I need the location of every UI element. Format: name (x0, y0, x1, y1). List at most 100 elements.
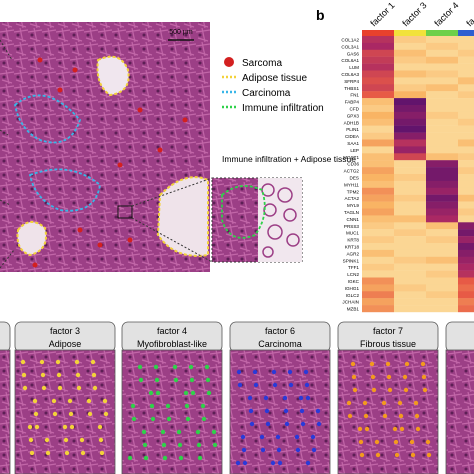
spot (346, 400, 352, 406)
factor-color-bar (362, 30, 394, 36)
spot (189, 377, 195, 383)
spot (130, 403, 136, 409)
spot (284, 421, 290, 427)
heatmap-cell (458, 153, 474, 161)
heatmap-cell (362, 201, 394, 209)
gene-label: KRT18 (345, 245, 360, 250)
heatmap-cell (426, 263, 458, 271)
spot (420, 361, 426, 367)
heatmap-cell (458, 42, 474, 50)
gene-label: IGLC2 (346, 293, 360, 298)
heatmap-cell (458, 111, 474, 119)
spot (55, 359, 61, 365)
heatmap-cell (426, 187, 458, 195)
spot (399, 426, 405, 432)
heatmap-cell (458, 77, 474, 85)
spot (64, 450, 70, 456)
spot (87, 411, 93, 417)
heatmap-cell (362, 305, 394, 313)
spot (160, 429, 166, 435)
heatmap-cell (362, 249, 394, 257)
heatmap-cell (458, 222, 474, 230)
heatmap-cell (394, 125, 426, 133)
spot (299, 408, 305, 414)
heatmap-cell (394, 36, 426, 44)
heatmap-cell (362, 56, 394, 64)
heatmap-cell (426, 201, 458, 209)
spot (127, 455, 133, 461)
heatmap-cell (362, 98, 394, 106)
panel-factor: factor 6 (265, 326, 295, 336)
heatmap-cell (362, 229, 394, 237)
heatmap-cell (394, 208, 426, 216)
heatmap-cell (394, 98, 426, 106)
heatmap-cell (426, 222, 458, 230)
heatmap-cell (362, 139, 394, 147)
leader-lines (0, 39, 15, 269)
gene-label: ACTA2 (345, 196, 360, 201)
leader-lines (131, 177, 213, 263)
heatmap-cell (458, 194, 474, 202)
heatmap-cell (394, 167, 426, 175)
heatmap-cell (426, 167, 458, 175)
spot (56, 372, 62, 378)
heatmap-cell (426, 194, 458, 202)
heatmap-cell (458, 49, 474, 57)
heatmap-cell (458, 215, 474, 223)
spot (404, 361, 410, 367)
spot (80, 450, 86, 456)
heatmap-cell (458, 291, 474, 299)
spot (52, 411, 58, 417)
heatmap-cell (426, 139, 458, 147)
spot (98, 437, 104, 443)
spot (386, 374, 392, 380)
gene-label: DES (350, 176, 359, 181)
gene-label: GPX3 (347, 113, 360, 118)
heatmap-cell (458, 249, 474, 257)
heatmap-cell (362, 42, 394, 50)
spot (385, 361, 391, 367)
heatmap-cell (394, 236, 426, 244)
legend-label: Carcinoma (242, 88, 291, 99)
spot (277, 460, 283, 466)
heatmap-cell (394, 118, 426, 126)
spot (97, 424, 103, 430)
heatmap-cell (426, 180, 458, 188)
panel-factor: factor 4 (157, 326, 187, 336)
spot (131, 416, 137, 422)
spot (387, 387, 393, 393)
heatmap-cell (458, 187, 474, 195)
heatmap-cell (362, 277, 394, 285)
factor-label: factor 3 (400, 0, 428, 28)
gene-label: GAS6 (347, 51, 360, 56)
spot (67, 398, 73, 404)
spot (382, 413, 388, 419)
gene-label: AGR2 (346, 251, 359, 256)
gene-label: COL1A2 (341, 38, 359, 43)
heatmap-cell (362, 111, 394, 119)
factor-label: factor 4 (432, 0, 460, 28)
spot (86, 398, 92, 404)
spot (252, 369, 258, 375)
gene-label: COL6A1 (341, 58, 359, 63)
spot (33, 411, 39, 417)
sarcoma-dots (32, 57, 188, 268)
spot (351, 374, 357, 380)
gene-label: MGST1 (343, 155, 359, 160)
spot (190, 390, 196, 396)
gene-label: CFD (350, 107, 360, 112)
panel-label: b (316, 7, 325, 23)
spot (74, 359, 80, 365)
spot (235, 460, 241, 466)
spot (303, 369, 309, 375)
heatmap-cell (426, 63, 458, 71)
factor-color-bar (458, 30, 474, 36)
gene-label: IGHG1 (345, 286, 360, 291)
gene-label: CIDEA (345, 134, 360, 139)
spot (212, 442, 218, 448)
spot (75, 372, 81, 378)
spot (358, 439, 364, 445)
gene-label: LUM (349, 65, 359, 70)
spot (371, 387, 377, 393)
